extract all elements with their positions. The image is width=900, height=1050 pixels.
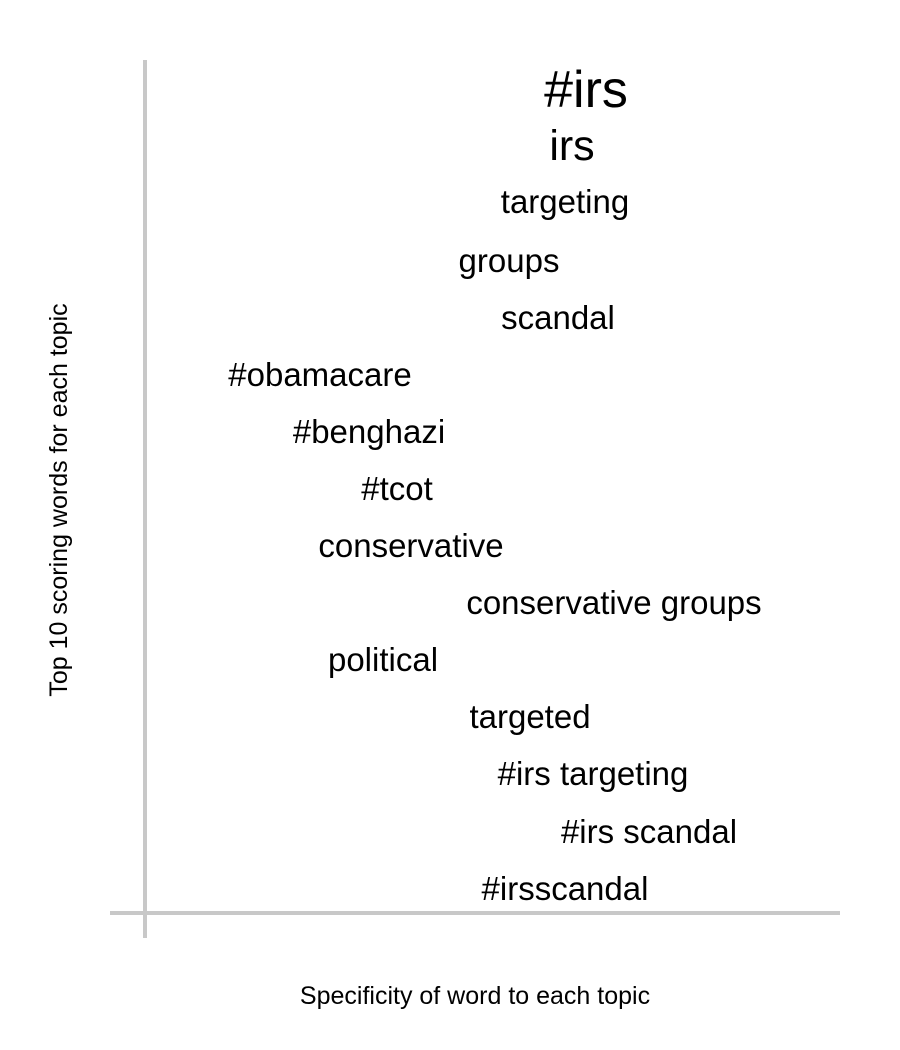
word-label: #irsscandal bbox=[482, 870, 649, 907]
word-label: #irs targeting bbox=[498, 755, 689, 792]
word-label: scandal bbox=[501, 299, 615, 336]
y-axis-label: Top 10 scoring words for each topic bbox=[45, 303, 73, 696]
x-axis-label: Specificity of word to each topic bbox=[300, 982, 650, 1010]
word-label: #tcot bbox=[361, 470, 433, 507]
word-label: political bbox=[328, 641, 438, 678]
word-label: groups bbox=[459, 242, 560, 279]
word-label: targeted bbox=[469, 698, 590, 735]
word-label: #obamacare bbox=[228, 356, 411, 393]
word-label: conservative bbox=[318, 527, 503, 564]
word-label: #irs scandal bbox=[561, 813, 737, 850]
word-label: irs bbox=[549, 122, 594, 170]
word-label: conservative groups bbox=[466, 584, 761, 621]
word-label: #benghazi bbox=[293, 413, 445, 450]
word-label: #irs bbox=[544, 61, 628, 119]
word-label: targeting bbox=[501, 183, 629, 220]
